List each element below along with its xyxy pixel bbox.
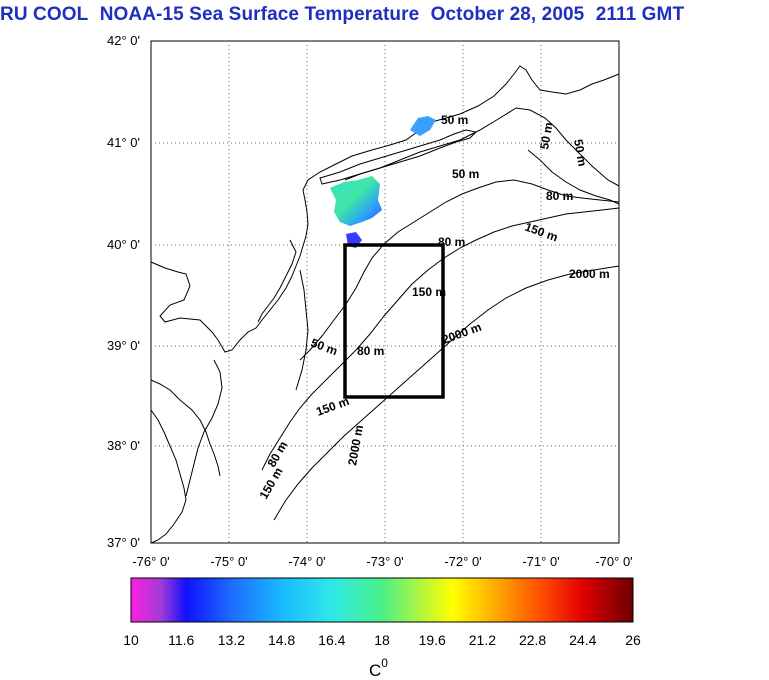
coast-ny-newengland [150,65,620,353]
longitude-axis: -76° 0' -75° 0' -74° 0' -73° 0' -72° 0' … [132,554,632,569]
colorbar-tick-label: 26 [625,632,641,648]
sst-patch-long-island-sound [410,116,436,136]
title-product: NOAA-15 Sea Surface Temperature [99,4,420,25]
lat-label-37: 37° 0' [107,535,140,550]
latitude-axis: 42° 0' 41° 0' 40° 0' 39° 0' 38° 0' 37° 0… [107,33,140,550]
coast-delmarva [150,379,221,477]
colorbar-tick-label: 18 [374,632,390,648]
title-source: RU COOL [0,4,89,25]
map-title: RU COOL NOAA-15 Sea Surface Temperature … [0,4,769,26]
colorbar-tick-label: 14.8 [268,632,295,648]
lat-label-40: 40° 0' [107,237,140,252]
contour-2000m [273,265,620,521]
lon-label-71: -71° 0' [522,554,559,569]
lat-label-42: 42° 0' [107,33,140,48]
contour-label-50m-d: 50 m [571,138,590,167]
study-area-box [343,243,445,399]
contour-label-2000m-a: 2000 m [569,267,610,281]
colorbar-tick-label: 13.2 [218,632,245,648]
contour-50m-nj [295,269,309,391]
contour-label-2000m-c: 2000 m [345,424,366,467]
coast-cape-cod [527,149,620,205]
lon-label-72: -72° 0' [444,554,481,569]
colorbar-tick-label: 11.6 [168,632,194,648]
colorbar-ticks: 10 11.6 13.2 14.8 16.4 18 19.6 21.2 22.8 24.4 26 [123,632,641,648]
colorbar-unit-superscript: 0 [381,656,388,670]
contour-label-80m-b: 80 m [438,235,465,249]
colorbar [130,577,634,623]
contour-label-80m-a: 80 m [546,189,573,203]
contour-label-50m-a: 50 m [441,113,468,127]
lon-label-75: -75° 0' [210,554,247,569]
colorbar-tick-label: 24.4 [569,632,596,648]
title-date: October 28, 2005 [430,4,585,25]
colorbar-unit: C0 [369,656,388,680]
colorbar-unit-letter: C [369,661,381,680]
coast-delaware-bay [185,359,223,497]
colorbar-tick-label: 22.8 [519,632,546,648]
contour-label-80m-c: 80 m [357,344,384,358]
lat-label-41: 41° 0' [107,135,140,150]
lon-label-73: -73° 0' [366,554,403,569]
contour-label-50m-b: 50 m [452,167,479,181]
colorbar-tick-label: 21.2 [469,632,496,648]
lon-label-74: -74° 0' [288,554,325,569]
contour-80m [299,179,620,361]
contour-50m-north [344,107,620,187]
title-time: 2111 GMT [595,4,685,25]
coast-nj-barrier [257,239,297,323]
colorbar-tick-label: 19.6 [419,632,446,648]
lon-label-70: -70° 0' [595,554,632,569]
map-frame [150,40,620,544]
coast-chesapeake-east [150,409,187,544]
contour-label-150m-b: 150 m [412,285,446,299]
lat-label-39: 39° 0' [107,338,140,353]
lon-label-76: -76° 0' [132,554,169,569]
sst-patch-ny-bight [330,176,382,226]
colorbar-tick-label: 10 [123,632,139,648]
bathymetry-contours [261,107,620,521]
contour-label-50m-c: 50 m [537,121,556,150]
colorbar-tick-label: 16.4 [318,632,345,648]
lat-label-38: 38° 0' [107,438,140,453]
contour-150m [261,207,620,471]
